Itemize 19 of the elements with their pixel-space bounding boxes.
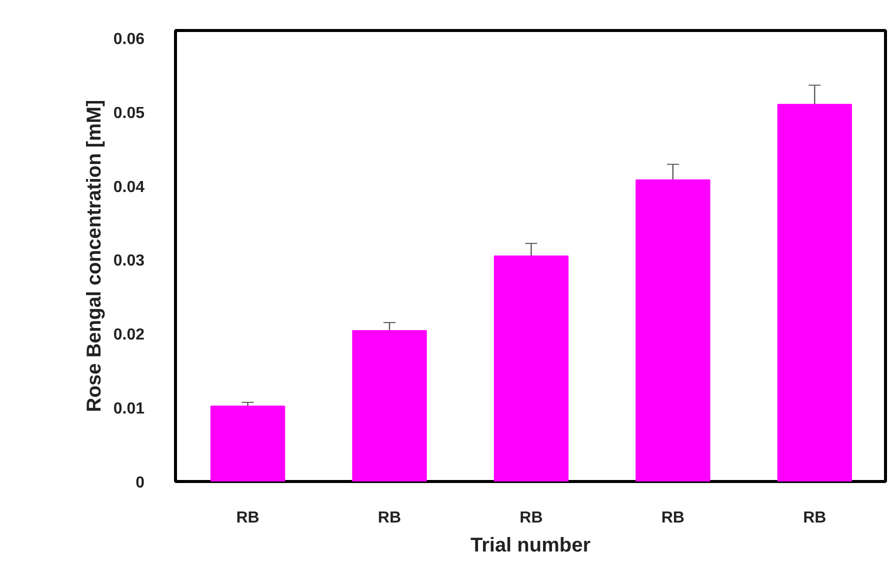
x-tick-label: RB: [236, 510, 260, 526]
bar: [352, 330, 427, 482]
x-tick-label: RB: [803, 510, 826, 526]
y-tick-label: 0.04: [113, 178, 145, 196]
y-tick-label: 0.01: [113, 400, 145, 418]
x-tick-label: RB: [661, 510, 684, 526]
x-tick-label: RB: [520, 510, 543, 526]
bar: [777, 104, 852, 482]
x-tick-label: RB: [378, 510, 402, 526]
y-tick-label: 0.06: [113, 30, 145, 48]
y-tick-label: 0.03: [113, 252, 145, 270]
y-axis-title: Rose Bengal concentration [mM]: [83, 100, 106, 412]
bar: [636, 179, 710, 482]
y-tick-label: 0.05: [113, 104, 145, 122]
bar: [494, 256, 569, 482]
y-tick-label: 0.02: [113, 326, 145, 344]
bar: [210, 406, 286, 482]
y-tick-label: 0: [136, 474, 145, 492]
x-axis-title: Trial number: [470, 534, 591, 556]
